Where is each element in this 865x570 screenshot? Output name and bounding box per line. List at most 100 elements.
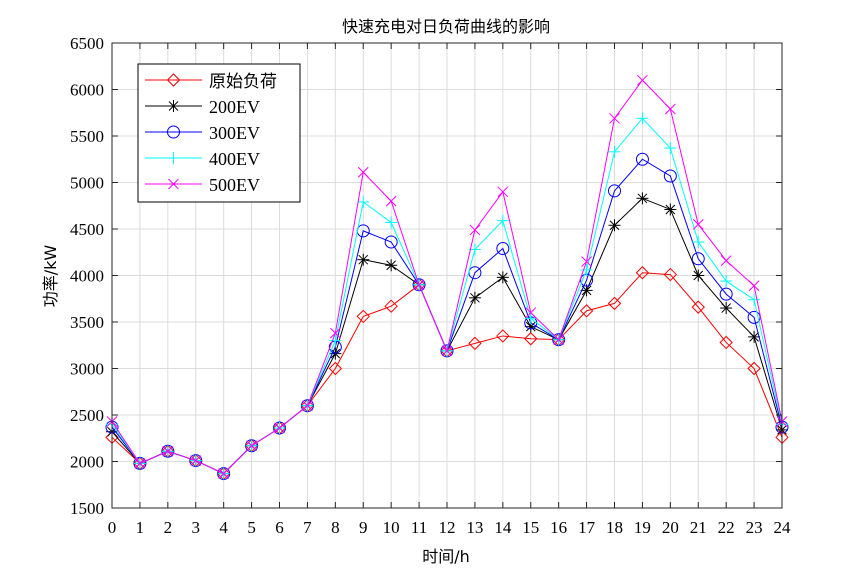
x-axis-label: 时间/h — [422, 547, 470, 566]
data-point — [748, 280, 760, 292]
data-point — [692, 269, 705, 282]
data-point — [608, 145, 621, 158]
data-point — [162, 445, 174, 457]
data-point — [525, 307, 537, 319]
x-tick-label: 18 — [606, 518, 623, 537]
legend-marker — [167, 152, 180, 164]
chart-title: 快速充电对日负荷曲线的影响 — [342, 17, 550, 36]
y-tick-label: 5000 — [70, 174, 104, 193]
data-point — [608, 184, 621, 198]
data-point — [691, 300, 705, 314]
legend-item: 500EV — [145, 175, 260, 195]
legend-label: 原始负荷 — [209, 72, 277, 92]
y-tick-label: 6500 — [70, 34, 104, 53]
axis-ticks: 0 1 2 3 4 5 6 7 8 9 10 11 12 13 14 15 16 17 18 19 20 21 22 23 24… — [70, 34, 791, 537]
data-point — [468, 291, 481, 304]
data-point — [524, 312, 537, 325]
data-point — [357, 196, 370, 209]
x-tick-label: 9 — [359, 518, 368, 537]
legend-item: 300EV — [145, 123, 260, 143]
y-axis-label: 功率/kW — [41, 245, 60, 308]
legend-label: 200EV — [209, 97, 260, 117]
data-point — [413, 279, 425, 291]
data-point — [692, 236, 705, 249]
x-tick-label: 11 — [411, 518, 427, 537]
x-tick-label: 1 — [136, 518, 145, 537]
data-point — [579, 304, 594, 318]
legend-item: 原始负荷 — [145, 72, 277, 92]
legend-box — [137, 63, 301, 203]
data-point — [469, 224, 481, 236]
data-point — [190, 455, 202, 466]
data-point — [356, 309, 370, 324]
x-tick-label: 15 — [522, 518, 539, 537]
data-point — [635, 266, 650, 280]
y-tick-label: 5500 — [70, 127, 104, 146]
data-point — [663, 267, 678, 282]
x-tick-label: 3 — [192, 518, 201, 537]
data-point — [302, 400, 313, 412]
x-tick-label: 17 — [578, 518, 596, 537]
x-tick-label: 24 — [774, 518, 792, 537]
x-tick-label: 21 — [690, 518, 707, 537]
legend: 原始负荷 200EV 300EV 400EV 500EV — [137, 63, 301, 203]
series-5 — [106, 74, 788, 479]
x-tick-label: 5 — [247, 518, 256, 537]
data-point — [664, 142, 677, 155]
data-point — [496, 271, 509, 284]
data-point — [747, 361, 761, 376]
data-point — [441, 345, 453, 357]
data-point — [496, 214, 509, 227]
legend-marker — [167, 100, 180, 112]
data-point — [385, 195, 397, 207]
data-point — [720, 255, 732, 266]
data-point — [497, 186, 509, 198]
data-point — [637, 74, 648, 86]
legend-item: 400EV — [145, 149, 260, 169]
legend-label: 500EV — [209, 175, 260, 195]
data-point — [748, 293, 761, 306]
legend-label: 400EV — [209, 149, 260, 169]
data-point — [329, 327, 341, 339]
data-point — [663, 169, 677, 183]
data-point — [274, 422, 285, 434]
data-point — [636, 192, 649, 205]
data-point — [385, 259, 398, 272]
data-point — [328, 361, 343, 376]
data-point — [720, 275, 733, 288]
data-point — [357, 253, 370, 266]
y-tick-label: 4000 — [70, 267, 104, 286]
data-point — [384, 299, 398, 313]
x-tick-label: 14 — [494, 518, 512, 537]
data-point — [384, 235, 398, 249]
legend-marker — [168, 178, 179, 190]
x-tick-label: 23 — [746, 518, 763, 537]
data-point — [385, 216, 398, 229]
y-tick-label: 2500 — [70, 406, 104, 425]
data-point — [720, 302, 733, 315]
data-point — [329, 334, 342, 347]
data-point — [664, 203, 677, 216]
x-tick-label: 4 — [219, 518, 228, 537]
y-tick-label: 3500 — [70, 313, 104, 332]
x-tick-label: 10 — [383, 518, 400, 537]
data-point — [246, 440, 257, 452]
x-tick-label: 6 — [275, 518, 284, 537]
y-tick-label: 6000 — [70, 81, 104, 100]
data-point — [524, 332, 538, 346]
y-tick-label: 1500 — [70, 499, 104, 518]
x-tick-label: 19 — [634, 518, 651, 537]
data-point — [692, 218, 704, 230]
data-point — [218, 468, 230, 479]
legend-label: 300EV — [209, 123, 260, 143]
y-tick-label: 3000 — [70, 360, 104, 379]
x-tick-label: 13 — [466, 518, 483, 537]
legend-marker — [166, 73, 181, 87]
data-point — [719, 335, 733, 350]
y-tick-label: 2000 — [70, 453, 104, 472]
data-point — [635, 152, 649, 166]
data-point — [607, 296, 622, 311]
x-tick-label: 7 — [303, 518, 312, 537]
data-point — [719, 287, 733, 301]
data-point — [581, 256, 592, 267]
